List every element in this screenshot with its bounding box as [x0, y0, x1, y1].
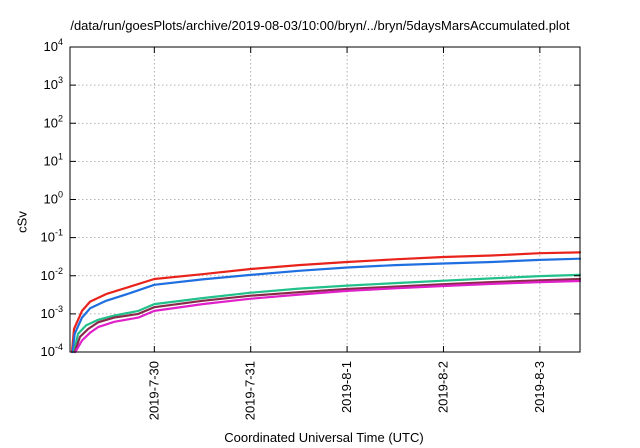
- chart-title: /data/run/goesPlots/archive/2019-08-03/1…: [70, 18, 570, 33]
- series-line-1: [70, 251, 582, 354]
- y-tick-label: 10-2: [41, 266, 63, 283]
- x-axis-ticks: 2019-7-30 2019-7-31 2019-8-1 2019-8-2 2019-8…: [146, 47, 547, 420]
- y-axis-ticks: 10-4 10-3 10-2 10-1 100 101 102 103 104: [41, 37, 580, 359]
- x-tick-label: 2019-7-30: [146, 361, 161, 420]
- y-tick-label: 10-4: [41, 342, 63, 359]
- x-tick-label: 2019-8-2: [435, 361, 450, 413]
- y-tick-label: 100: [44, 190, 63, 207]
- series-group: [70, 251, 582, 354]
- x-tick-label: 2019-8-1: [339, 361, 354, 413]
- series-line-4: [73, 277, 582, 354]
- y-tick-label: 103: [44, 75, 63, 92]
- x-axis-label: Coordinated Universal Time (UTC): [224, 430, 424, 445]
- y-tick-label: 102: [44, 113, 63, 130]
- series-line-2: [71, 257, 582, 354]
- y-tick-label: 104: [44, 37, 63, 54]
- x-tick-label: 2019-8-3: [532, 361, 547, 413]
- y-tick-label: 10-3: [41, 304, 63, 321]
- grid-lines: [70, 47, 580, 352]
- x-tick-label: 2019-7-31: [243, 361, 258, 420]
- series-line-3: [72, 273, 582, 354]
- series-line-5: [74, 279, 582, 354]
- y-tick-label: 10-1: [41, 228, 63, 245]
- y-tick-label: 101: [44, 151, 63, 168]
